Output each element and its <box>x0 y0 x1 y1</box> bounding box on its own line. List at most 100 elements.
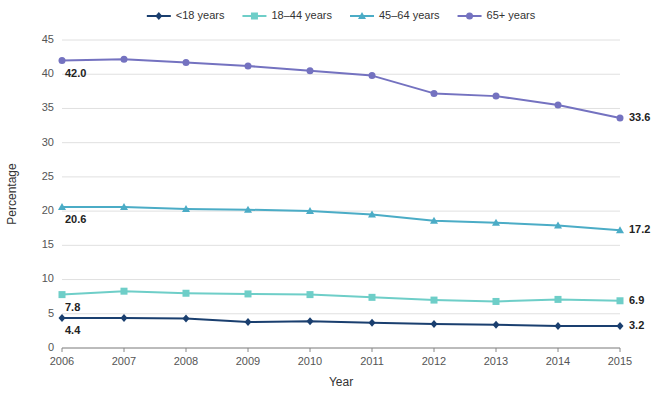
grid-line <box>62 245 620 246</box>
x-tick <box>434 348 435 352</box>
legend-item: <18 years <box>147 9 225 21</box>
series-marker <box>368 211 376 218</box>
series-marker <box>369 72 376 79</box>
annotation: 20.6 <box>65 213 86 225</box>
grid-line <box>62 40 620 41</box>
chart: 0510152025303540452006200720082009201020… <box>0 0 672 394</box>
annotation: 4.4 <box>65 324 81 336</box>
series-line <box>62 59 620 118</box>
series-marker <box>183 315 190 323</box>
series-marker <box>59 291 66 298</box>
grid-line <box>62 108 620 109</box>
series-marker <box>307 317 314 325</box>
series-marker <box>493 93 500 100</box>
y-tick-label: 10 <box>42 272 54 284</box>
x-tick-label: 2011 <box>360 355 384 367</box>
annotation: 17.2 <box>629 223 650 235</box>
x-tick-label: 2007 <box>112 355 136 367</box>
y-tick-label: 45 <box>42 33 54 45</box>
grid-line <box>62 348 620 349</box>
annotation: 7.8 <box>65 301 80 313</box>
series-marker <box>617 297 624 304</box>
y-tick-label: 15 <box>42 238 54 250</box>
legend-item: 45–64 years <box>350 9 440 21</box>
x-tick <box>558 348 559 352</box>
series-marker <box>121 314 128 322</box>
x-tick <box>248 348 249 352</box>
annotation: 3.2 <box>629 319 644 331</box>
series-line <box>62 318 620 326</box>
series-marker <box>430 217 438 224</box>
series-marker <box>493 298 500 305</box>
series-marker <box>183 290 190 297</box>
x-tick-label: 2010 <box>298 355 322 367</box>
plot-area <box>58 56 624 330</box>
x-tick <box>124 348 125 352</box>
series-marker <box>120 203 128 210</box>
series-marker <box>555 296 562 303</box>
series-marker <box>554 221 562 228</box>
series-marker <box>369 319 376 327</box>
legend-item: 18–44 years <box>242 9 332 21</box>
legend-marker <box>358 12 366 19</box>
series-marker <box>121 56 128 63</box>
series-marker <box>431 320 438 328</box>
legend: <18 years 18–44 years 45–64 years 65+ years <box>147 9 536 21</box>
legend-item: 65+ years <box>458 9 536 21</box>
y-tick-label: 40 <box>42 67 54 79</box>
series-marker <box>492 219 500 226</box>
series-marker <box>617 115 624 122</box>
series-marker <box>493 321 500 329</box>
annotation: 6.9 <box>629 294 644 306</box>
y-axis-label: Percentage <box>5 163 19 225</box>
legend-label: <18 years <box>176 9 225 21</box>
series-marker <box>59 314 66 322</box>
series-marker <box>307 291 314 298</box>
legend-label: 45–64 years <box>379 9 440 21</box>
y-tick-label: 0 <box>48 341 54 353</box>
y-tick-label: 30 <box>42 136 54 148</box>
x-tick-label: 2009 <box>236 355 260 367</box>
series-marker <box>616 226 624 233</box>
series-marker <box>182 205 190 212</box>
x-tick <box>310 348 311 352</box>
series-marker <box>245 63 252 70</box>
x-tick-label: 2014 <box>546 355 570 367</box>
x-tick <box>496 348 497 352</box>
y-tick-label: 35 <box>42 101 54 113</box>
series-marker <box>431 297 438 304</box>
y-tick-label: 5 <box>48 307 54 319</box>
x-tick-label: 2013 <box>484 355 508 367</box>
series-line <box>62 291 620 301</box>
x-tick-label: 2006 <box>50 355 74 367</box>
series-marker <box>617 322 624 330</box>
legend-label: 65+ years <box>487 9 536 21</box>
series-marker <box>306 207 314 214</box>
grid <box>62 40 620 348</box>
series-marker <box>431 90 438 97</box>
series-marker <box>245 318 252 326</box>
grid-line <box>62 313 620 314</box>
series-marker <box>244 206 252 213</box>
legend-marker <box>251 13 258 20</box>
series-marker <box>369 294 376 301</box>
legend-marker <box>466 13 473 20</box>
grid-line <box>62 142 620 143</box>
annotation: 33.6 <box>629 111 650 123</box>
y-tick-label: 20 <box>42 204 54 216</box>
x-axis-label: Year <box>329 375 353 389</box>
x-tick-label: 2015 <box>608 355 632 367</box>
grid-line <box>62 211 620 212</box>
grid-line <box>62 176 620 177</box>
x-tick <box>372 348 373 352</box>
series-marker <box>245 290 252 297</box>
series-marker <box>121 288 128 295</box>
series-marker <box>555 102 562 109</box>
series-marker <box>59 57 66 64</box>
annotation: 42.0 <box>65 67 86 79</box>
grid-line <box>62 279 620 280</box>
series-line <box>62 207 620 230</box>
x-tick-label: 2012 <box>422 355 446 367</box>
x-axis-line <box>62 348 620 349</box>
x-tick <box>620 348 621 352</box>
